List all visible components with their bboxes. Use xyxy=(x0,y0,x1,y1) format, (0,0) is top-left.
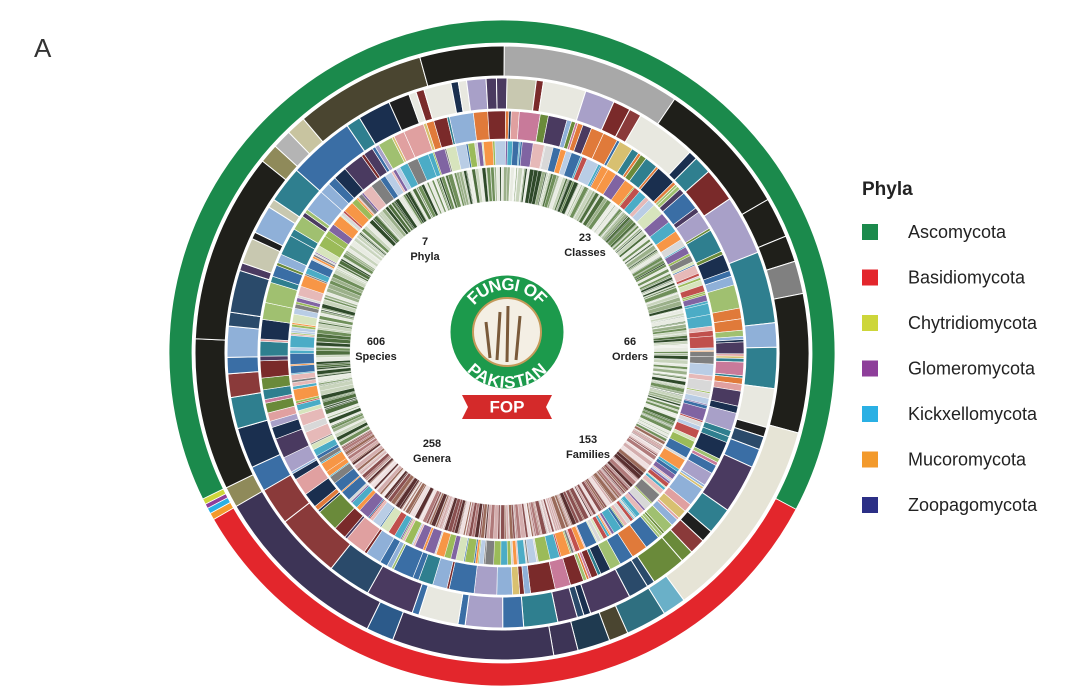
order-segment xyxy=(506,78,536,111)
order-segment xyxy=(745,323,777,348)
legend-swatch xyxy=(862,361,878,377)
order-segment xyxy=(486,78,497,109)
genus-segment xyxy=(501,541,508,565)
legend-label: Zoopagomycota xyxy=(908,495,1038,515)
legend-swatch xyxy=(862,315,878,331)
legend-label: Kickxellomycota xyxy=(908,404,1038,424)
ring-name: Families xyxy=(566,449,610,461)
species-segment xyxy=(501,505,505,539)
species-segment xyxy=(654,351,688,353)
ring-count: 7 xyxy=(422,236,428,248)
order-segment xyxy=(227,357,259,374)
ring-count: 23 xyxy=(579,232,591,244)
logo-banner-text: FOP xyxy=(490,397,525,416)
order-segment xyxy=(465,595,503,628)
family-segment xyxy=(716,342,744,354)
legend-label: Basidiomycota xyxy=(908,267,1026,287)
family-segment xyxy=(260,341,288,356)
genus-segment xyxy=(290,335,315,348)
ring-name: Genera xyxy=(413,453,452,465)
legend-title: Phyla xyxy=(862,179,913,200)
genus-segment xyxy=(494,541,501,565)
order-segment xyxy=(503,596,524,628)
genus-segment xyxy=(689,336,714,348)
family-segment xyxy=(488,111,506,139)
legend-swatch xyxy=(862,224,878,240)
genus-segment xyxy=(290,353,314,364)
family-segment xyxy=(474,566,497,595)
legend-label: Chytridiomycota xyxy=(908,313,1038,333)
ring-count: 153 xyxy=(579,434,597,446)
legend-label: Ascomycota xyxy=(908,222,1007,242)
ring-name: Classes xyxy=(564,247,606,259)
legend-swatch xyxy=(862,497,878,513)
order-segment xyxy=(496,78,507,109)
legend-label: Mucoromycota xyxy=(908,449,1027,469)
legend: Ascomycota Basidiomycota Chytridiomycota Gl… xyxy=(862,222,1038,515)
ring-name: Phyla xyxy=(410,251,440,263)
genus-segment xyxy=(290,350,314,353)
species-segment xyxy=(316,351,350,356)
family-segment xyxy=(497,567,513,595)
ring-count: 606 xyxy=(367,336,385,348)
ring-count: 258 xyxy=(423,438,441,450)
order-segment xyxy=(521,592,558,627)
ring-name: Orders xyxy=(612,351,648,363)
family-segment xyxy=(260,360,289,378)
genus-segment xyxy=(690,352,714,357)
legend-swatch xyxy=(862,406,878,422)
order-segment xyxy=(227,326,259,357)
ring-name: Species xyxy=(355,351,397,363)
genus-segment xyxy=(495,141,506,165)
order-segment xyxy=(744,347,777,389)
legend-swatch xyxy=(862,452,878,468)
panel-label: A xyxy=(34,33,52,63)
page: A FUNGI OF PAKISTAN FOP 7 Phyla 23 Classes 6… xyxy=(0,0,1079,687)
legend-label: Glomeromycota xyxy=(908,358,1036,378)
ring-count: 66 xyxy=(624,336,636,348)
order-segment xyxy=(466,78,487,111)
family-segment xyxy=(260,356,288,361)
logo: FUNGI OF PAKISTAN FOP xyxy=(449,274,565,419)
legend-swatch xyxy=(862,270,878,286)
order-segment xyxy=(228,372,261,398)
figure: A FUNGI OF PAKISTAN FOP 7 Phyla 23 Classes 6… xyxy=(0,0,1079,687)
